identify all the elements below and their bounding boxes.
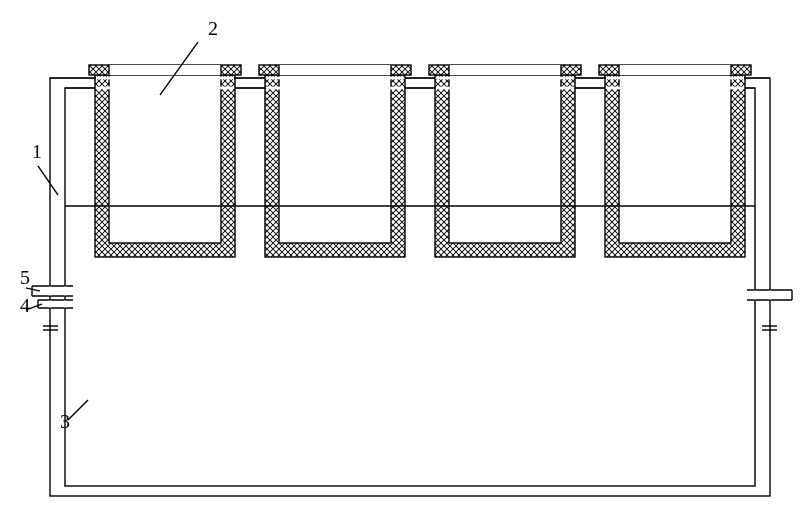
callout: 5	[20, 267, 40, 291]
callout: 3	[60, 400, 88, 433]
callout-number: 2	[208, 18, 218, 40]
callout-number: 5	[20, 267, 30, 289]
callout: 1	[32, 141, 58, 195]
callout-number: 1	[32, 141, 42, 163]
vessel	[89, 65, 241, 257]
callout-number: 3	[60, 411, 70, 433]
vessel	[429, 65, 581, 257]
vessel	[259, 65, 411, 257]
vessel	[599, 65, 751, 257]
callout-number: 4	[20, 295, 30, 317]
